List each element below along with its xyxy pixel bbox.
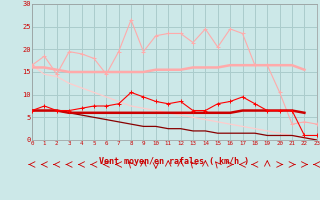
X-axis label: Vent moyen/en rafales ( km/h ): Vent moyen/en rafales ( km/h ) bbox=[100, 157, 249, 166]
